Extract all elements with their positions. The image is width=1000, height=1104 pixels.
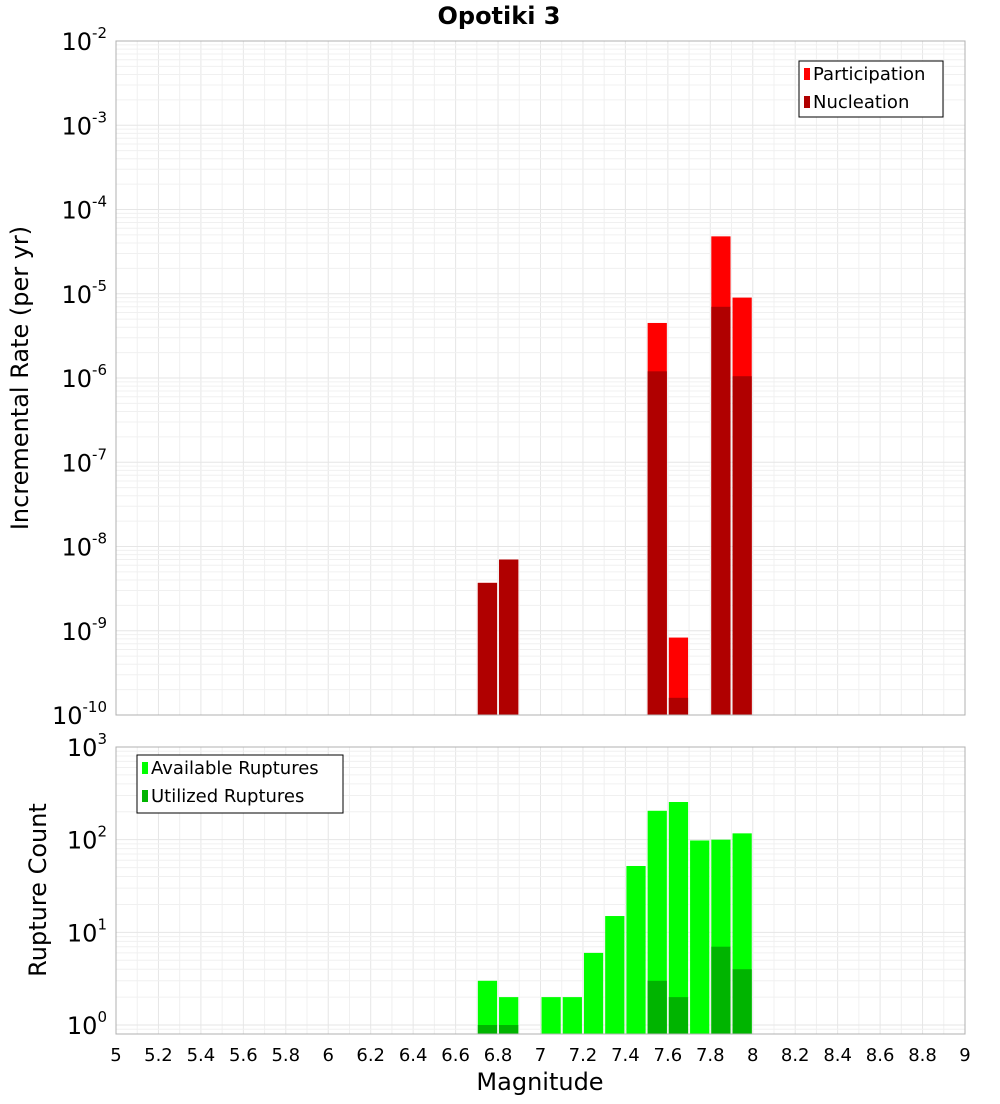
- rate-series-b-bar: [647, 371, 667, 715]
- y-tick-label: 102: [67, 823, 107, 855]
- x-tick-label: 6.8: [484, 1045, 513, 1066]
- rate-panel-bars: [477, 236, 752, 716]
- rate-series-b-bar: [499, 559, 519, 715]
- count-series-b-bar: [732, 969, 752, 1034]
- x-tick-label: 5: [110, 1045, 121, 1066]
- legend-swatch: [142, 790, 148, 802]
- y-tick-label: 103: [67, 730, 107, 762]
- count-series-b-bar: [477, 1025, 498, 1034]
- count-series-a-bar: [562, 997, 582, 1034]
- y-tick-label: 10-2: [61, 24, 107, 56]
- legend-swatch: [804, 96, 810, 108]
- y-tick-label: 10-4: [61, 193, 107, 225]
- count-series-a-bar: [477, 980, 498, 1034]
- x-tick-label: 9: [959, 1045, 970, 1066]
- rate-panel: 10-2 10-3 10-4 10-5 10-6 10-7 10-8 10-9 10-10 In…: [6, 24, 966, 730]
- x-tick-label: 7: [535, 1045, 546, 1066]
- rate-series-a-bar: [668, 637, 689, 715]
- count-series-b-bar: [647, 980, 667, 1034]
- count-series-a-bar: [541, 997, 561, 1034]
- legend-entry: Nucleation: [813, 92, 909, 113]
- legend-entry: Available Ruptures: [151, 758, 319, 779]
- x-tick-label: 5.2: [144, 1045, 173, 1066]
- x-tick-label: 8.6: [866, 1045, 895, 1066]
- rate-panel-grid: [115, 40, 966, 716]
- rate-panel-legend: Participation Nucleation: [798, 60, 944, 118]
- legend-entry: Participation: [813, 64, 925, 85]
- x-tick-label: 7.8: [696, 1045, 725, 1066]
- legend-swatch: [804, 68, 810, 80]
- y-tick-label: 10-8: [61, 530, 107, 562]
- x-axis-ticks: 5 5.2 5.4 5.6 5.8 6 6.2 6.4 6.6 6.8 7 7.2 7.4 7.6 7.8 8…: [110, 1045, 970, 1066]
- rate-panel-frame: [115, 40, 966, 716]
- rate-series-b-bar: [732, 376, 752, 715]
- count-panel-y-ticks: 103 102 101 100: [67, 730, 107, 1040]
- count-panel-legend: Available Ruptures Utilized Ruptures: [136, 754, 344, 814]
- x-tick-label: 8: [747, 1045, 758, 1066]
- x-tick-label: 6.2: [356, 1045, 385, 1066]
- x-axis-label: Magnitude: [476, 1068, 603, 1096]
- x-tick-label: 6: [323, 1045, 334, 1066]
- count-series-a-bar: [583, 952, 604, 1034]
- count-series-b-bar: [499, 1025, 519, 1034]
- y-tick-label: 100: [67, 1008, 107, 1040]
- count-series-a-bar: [626, 865, 646, 1034]
- x-tick-label: 5.6: [229, 1045, 258, 1066]
- count-series-a-bar: [690, 840, 710, 1034]
- rate-series-b-bar: [477, 582, 498, 715]
- x-tick-label: 5.8: [271, 1045, 300, 1066]
- x-tick-label: 8.2: [781, 1045, 810, 1066]
- rate-panel-y-label: Incremental Rate (per yr): [6, 226, 34, 530]
- chart-title: Opotiki 3: [437, 2, 560, 30]
- rate-series-b-bar: [668, 697, 689, 715]
- count-series-a-bar: [668, 801, 689, 1034]
- x-tick-label: 6.4: [399, 1045, 428, 1066]
- y-tick-label: 10-10: [52, 698, 107, 730]
- legend-entry: Utilized Ruptures: [151, 786, 304, 807]
- x-tick-label: 6.6: [441, 1045, 470, 1066]
- count-series-b-bar: [668, 997, 689, 1034]
- count-panel: 103 102 101 100 Rupture Count Available Rup…: [24, 730, 966, 1040]
- count-series-a-bar: [499, 997, 519, 1034]
- legend-box: [136, 754, 344, 814]
- count-panel-y-label: Rupture Count: [24, 803, 52, 977]
- count-series-b-bar: [711, 946, 731, 1034]
- x-tick-label: 7.4: [611, 1045, 640, 1066]
- y-tick-label: 10-9: [61, 614, 107, 646]
- y-tick-label: 10-5: [61, 277, 107, 309]
- count-panel-bars: [477, 801, 752, 1034]
- y-tick-label: 10-6: [61, 361, 107, 393]
- y-tick-label: 10-7: [61, 445, 107, 477]
- x-tick-label: 5.4: [187, 1045, 216, 1066]
- legend-box: [798, 60, 944, 118]
- x-tick-label: 7.6: [654, 1045, 683, 1066]
- y-tick-label: 101: [67, 915, 107, 947]
- legend-swatch: [142, 762, 148, 774]
- x-tick-label: 8.4: [823, 1045, 852, 1066]
- count-panel-frame: [115, 746, 966, 1035]
- x-tick-label: 7.2: [569, 1045, 598, 1066]
- rate-series-b-bar: [711, 306, 731, 715]
- y-tick-label: 10-3: [61, 108, 107, 140]
- count-series-a-bar: [605, 916, 625, 1034]
- x-tick-label: 8.8: [908, 1045, 937, 1066]
- rate-panel-y-ticks: 10-2 10-3 10-4 10-5 10-6 10-7 10-8 10-9 10-10: [52, 24, 107, 730]
- count-series-a-bar: [647, 810, 667, 1034]
